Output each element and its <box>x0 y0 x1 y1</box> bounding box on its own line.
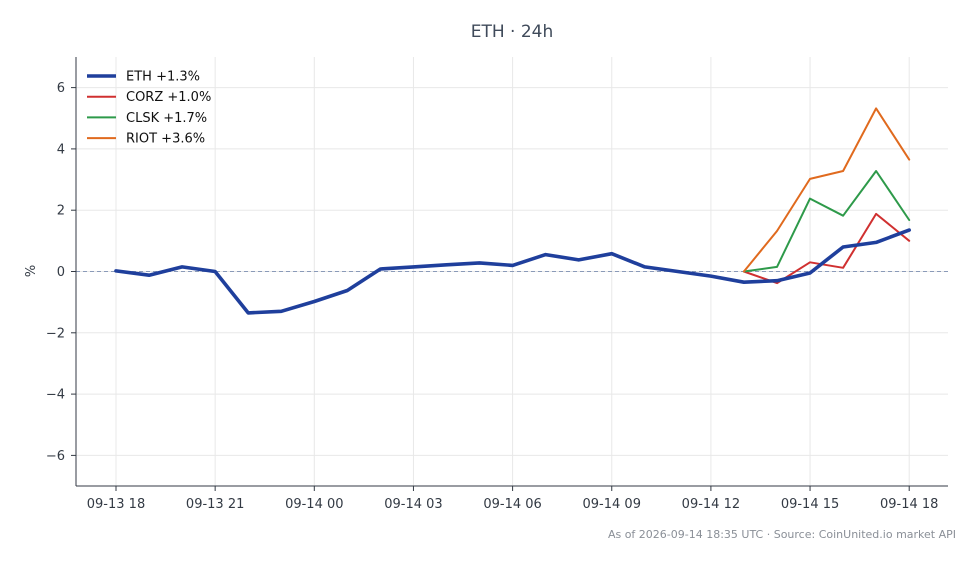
y-axis-label: % <box>24 265 39 277</box>
series-line-clsk <box>742 170 911 273</box>
series-line-riot <box>742 107 911 273</box>
x-tick-label: 09-13 21 <box>186 497 244 512</box>
x-tick-label: 09-14 00 <box>285 497 343 512</box>
y-tick-label: 6 <box>57 81 65 96</box>
x-ticks: 09-13 18 09-13 21 09-14 00 09-14 03 09-14 06… <box>87 486 938 512</box>
y-ticks: −6 −4 −2 0 2 4 6 <box>46 81 76 464</box>
legend-label-eth: ETH +1.3% <box>126 70 200 85</box>
x-tick-label: 09-14 06 <box>483 497 541 512</box>
legend-label-riot: RIOT +3.6% <box>126 132 205 147</box>
y-tick-label: −2 <box>46 326 65 341</box>
legend: ETH +1.3% CORZ +1.0% CLSK +1.7% RIOT +3.6% <box>87 70 211 147</box>
series-line-eth <box>114 228 912 315</box>
footnote: As of 2026-09-14 18:35 UTC · Source: Coi… <box>608 528 956 541</box>
x-tick-label: 09-14 15 <box>781 497 839 512</box>
y-tick-label: 4 <box>57 142 65 157</box>
chart-title: ETH · 24h <box>471 22 554 42</box>
y-tick-label: −6 <box>46 449 65 464</box>
legend-label-clsk: CLSK +1.7% <box>126 111 207 126</box>
y-tick-label: 2 <box>57 204 65 219</box>
x-tick-label: 09-13 18 <box>87 497 145 512</box>
x-tick-label: 09-14 09 <box>583 497 641 512</box>
x-tick-label: 09-14 03 <box>384 497 442 512</box>
series-lines <box>114 107 912 315</box>
y-tick-label: 0 <box>57 265 65 280</box>
x-tick-label: 09-14 18 <box>880 497 938 512</box>
series-line-corz <box>742 212 911 285</box>
legend-label-corz: CORZ +1.0% <box>126 90 211 105</box>
x-tick-label: 09-14 12 <box>682 497 740 512</box>
y-tick-label: −4 <box>46 388 65 403</box>
